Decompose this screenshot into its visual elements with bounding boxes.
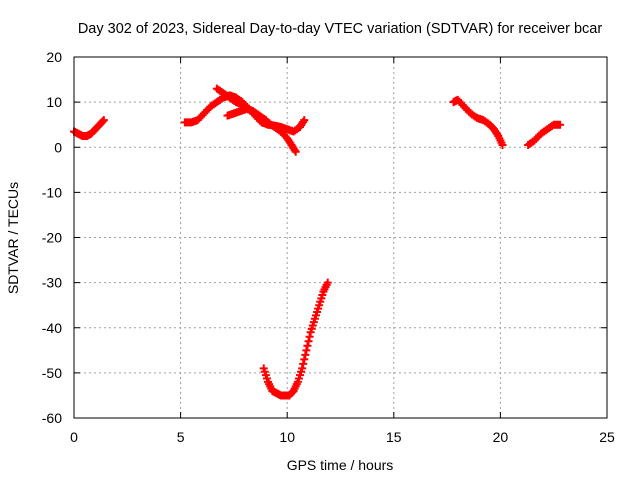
- data-point: [291, 147, 300, 156]
- data-track-7: [524, 120, 565, 149]
- y-tick-label: 20: [46, 49, 62, 65]
- grid: [74, 57, 607, 418]
- data-point: [260, 115, 269, 124]
- x-tick-label: 15: [386, 429, 402, 445]
- data-track-1: [70, 116, 108, 140]
- y-tick-label: 10: [46, 94, 62, 110]
- y-tick-label: -60: [42, 410, 62, 426]
- data-point: [304, 337, 313, 346]
- data-point: [99, 116, 108, 125]
- data-point: [261, 116, 270, 125]
- data-point: [556, 120, 565, 129]
- x-tick-label: 0: [70, 429, 78, 445]
- x-axis-label: GPS time / hours: [287, 457, 394, 473]
- y-tick-label: -50: [42, 365, 62, 381]
- x-tick-label: 25: [599, 429, 615, 445]
- data-point: [305, 332, 314, 341]
- data-point: [98, 117, 107, 126]
- data-point: [300, 116, 309, 125]
- x-tick-label: 5: [177, 429, 185, 445]
- data-point: [303, 341, 312, 350]
- data-point: [299, 359, 308, 368]
- y-tick-label: -20: [42, 230, 62, 246]
- data-point: [323, 278, 332, 287]
- tick-labels: 0 5 10 15 20 25 -60 -50 -40 -30 -20 -10 0 10 20: [42, 49, 615, 445]
- y-tick-label: -30: [42, 275, 62, 291]
- data-point: [301, 350, 310, 359]
- x-tick-label: 10: [279, 429, 295, 445]
- y-tick-label: -40: [42, 320, 62, 336]
- y-tick-label: 0: [54, 139, 62, 155]
- x-tick-label: 20: [493, 429, 509, 445]
- chart-title: Day 302 of 2023, Sidereal Day-to-day VTE…: [78, 21, 603, 37]
- ticks: [73, 56, 608, 419]
- data-point: [298, 364, 307, 373]
- data-points: [70, 84, 565, 400]
- data-point: [302, 346, 311, 355]
- data-track-4: [223, 104, 270, 125]
- data-track-5: [259, 278, 332, 400]
- y-tick-label: -10: [42, 184, 62, 200]
- data-track-6: [449, 95, 507, 149]
- data-point: [300, 355, 309, 364]
- y-axis-label: SDTVAR / TECUs: [5, 182, 21, 294]
- data-point: [498, 140, 507, 149]
